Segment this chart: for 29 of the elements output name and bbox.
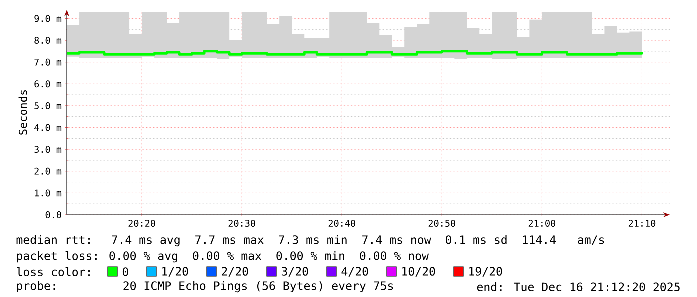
legend-label: 4/20 [342,267,368,277]
y-tick-label: 4.0 m [34,124,62,132]
x-tick-label: 20:30 [228,220,256,228]
y-tick-label: 9.0 m [34,15,62,22]
text: probe: 20 ICMP Echo Pings (56 Bytes) every 75s [17,281,394,293]
legend-title: loss color: [17,267,90,276]
legend-label: 19/20 [470,267,502,277]
y-tick-label: 0.0 [46,211,62,218]
legend-label: 2/20 [222,267,248,277]
x-tick-label: 20:40 [328,220,356,228]
legend-label: 0 [122,268,128,276]
x-tick-label: 21:10 [628,220,656,228]
y-tick-label: 3.0 m [34,146,62,154]
y-tick-label: 7.0 m [34,58,62,66]
y-tick-label: 5.0 m [34,102,62,110]
y-tick-label: 8.0 m [34,37,62,44]
y-tick-label: 1.0 m [35,190,62,197]
x-tick-label: 20:50 [428,220,456,228]
y-tick-label: 6.0 m [34,80,62,88]
text: median rtt: 7.4 ms avg 7.7 ms max 7.3 ms min 7.4 ms now 0.1 ms sd 114.4 am/s [16,235,604,247]
text: packet loss: 0.00 % avg 0.00 % max 0.00 % min 0.00 % now [17,251,430,263]
text: end: Tue Dec 16 21:12:20 2025 [477,282,680,292]
legend-label: 1/20 [162,267,188,277]
x-tick-label: 21:00 [528,220,556,228]
x-tick-label: 20:20 [128,220,156,228]
legend-label: 10/20 [402,267,436,277]
y-axis-title: Seconds [18,90,28,135]
y-tick-label: 2.0 m [34,168,62,175]
legend-label: 3/20 [282,267,308,277]
